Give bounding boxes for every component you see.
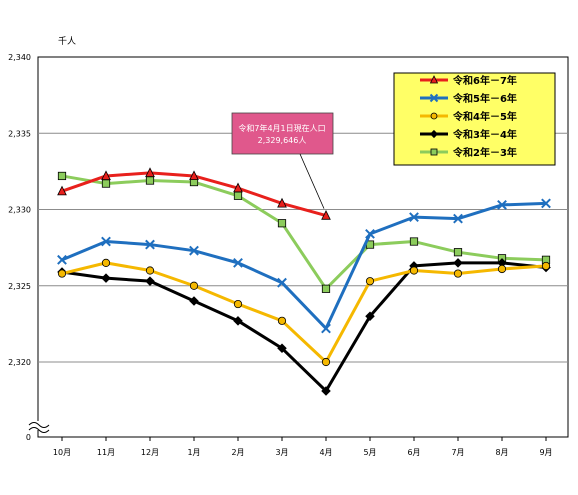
data-point xyxy=(497,264,507,274)
y-tick-label: 2,320 xyxy=(8,358,31,367)
x-tick-label: 5月 xyxy=(363,448,376,457)
data-point xyxy=(541,198,551,209)
data-point xyxy=(453,248,463,257)
data-point xyxy=(277,277,287,288)
legend-label: 令和3年－4年 xyxy=(452,128,517,141)
series-4 xyxy=(57,171,551,293)
data-point xyxy=(189,296,199,306)
data-point xyxy=(145,167,155,178)
annotation-callout: 令和7年4月1日現在人口 2,329,646人 xyxy=(231,112,334,209)
legend-label: 令和2年－3年 xyxy=(452,146,517,159)
y-tick-label: 2,325 xyxy=(8,282,31,291)
series-line xyxy=(61,174,547,291)
x-tick-label: 11月 xyxy=(97,448,115,457)
legend-item: 令和3年－4年 xyxy=(420,128,517,141)
data-point xyxy=(409,266,419,275)
data-point xyxy=(277,219,287,228)
x-tick-label: 10月 xyxy=(53,448,71,457)
data-point xyxy=(233,182,243,193)
legend-label: 令和4年－5年 xyxy=(452,110,517,123)
data-point xyxy=(277,316,287,325)
x-tick-label: 2月 xyxy=(231,448,244,457)
data-point xyxy=(145,266,155,275)
data-point xyxy=(101,273,111,283)
series-line xyxy=(61,261,547,364)
unit-label: 千人 xyxy=(58,36,76,47)
data-point xyxy=(57,254,67,265)
x-tick-label: 6月 xyxy=(407,448,420,457)
data-point xyxy=(101,258,111,267)
data-point xyxy=(409,212,419,223)
x-tick-label: 8月 xyxy=(495,448,508,457)
data-point xyxy=(57,269,67,278)
data-point xyxy=(233,316,243,326)
data-point xyxy=(145,276,155,286)
data-point xyxy=(145,239,155,250)
series-0 xyxy=(57,167,331,220)
data-point xyxy=(453,258,463,268)
legend-box xyxy=(393,72,556,166)
annotation-box xyxy=(231,112,334,155)
annotation-line2: 2,329,646人 xyxy=(258,136,307,145)
legend-item: 令和4年－5年 xyxy=(420,110,517,123)
annotation-leader xyxy=(299,153,325,209)
data-point xyxy=(277,343,287,354)
data-point xyxy=(321,284,331,293)
x-tick-label: 4月 xyxy=(319,448,332,457)
data-point xyxy=(497,200,507,210)
x-tick-label: 3月 xyxy=(275,448,288,457)
data-point xyxy=(453,269,463,278)
legend-item: 令和6年－7年 xyxy=(420,74,517,87)
series-2 xyxy=(57,258,551,367)
x-tick-label: 9月 xyxy=(539,448,552,457)
data-point xyxy=(321,210,331,220)
x-tick-label: 12月 xyxy=(141,448,159,457)
legend-item: 令和5年－6年 xyxy=(420,92,517,105)
data-point xyxy=(57,185,67,196)
legend-item: 令和2年－3年 xyxy=(420,146,517,159)
data-point xyxy=(101,236,111,247)
series-1 xyxy=(57,198,551,334)
data-point xyxy=(189,281,199,290)
y-tick-label: 2,340 xyxy=(8,53,31,62)
y-tick-label: 2,330 xyxy=(8,206,31,215)
data-point xyxy=(101,179,111,188)
data-point xyxy=(409,237,419,246)
data-point xyxy=(365,277,375,286)
data-point xyxy=(233,299,243,309)
data-point xyxy=(277,197,287,208)
data-point xyxy=(321,323,331,334)
data-point xyxy=(189,245,199,256)
x-tick-label: 1月 xyxy=(187,448,200,457)
data-point xyxy=(321,357,331,367)
data-point xyxy=(321,386,331,396)
data-point xyxy=(189,170,199,181)
data-point xyxy=(453,213,463,224)
data-point xyxy=(145,176,155,185)
data-point xyxy=(365,311,375,322)
data-point xyxy=(541,261,551,271)
x-tick-label: 7月 xyxy=(451,448,464,457)
y-tick-label: 2,335 xyxy=(8,129,31,138)
series-line xyxy=(61,261,547,393)
data-point xyxy=(365,228,375,239)
data-point xyxy=(57,171,67,181)
series-line xyxy=(61,201,547,330)
annotation-line1: 令和7年4月1日現在人口 xyxy=(238,123,325,133)
axis-break xyxy=(28,421,50,433)
legend-label: 令和6年－7年 xyxy=(452,74,517,87)
data-point xyxy=(233,191,243,200)
y-tick-label: 0 xyxy=(26,433,31,442)
data-point xyxy=(101,170,111,181)
legend-label: 令和5年－6年 xyxy=(452,92,517,105)
data-point xyxy=(233,257,243,268)
